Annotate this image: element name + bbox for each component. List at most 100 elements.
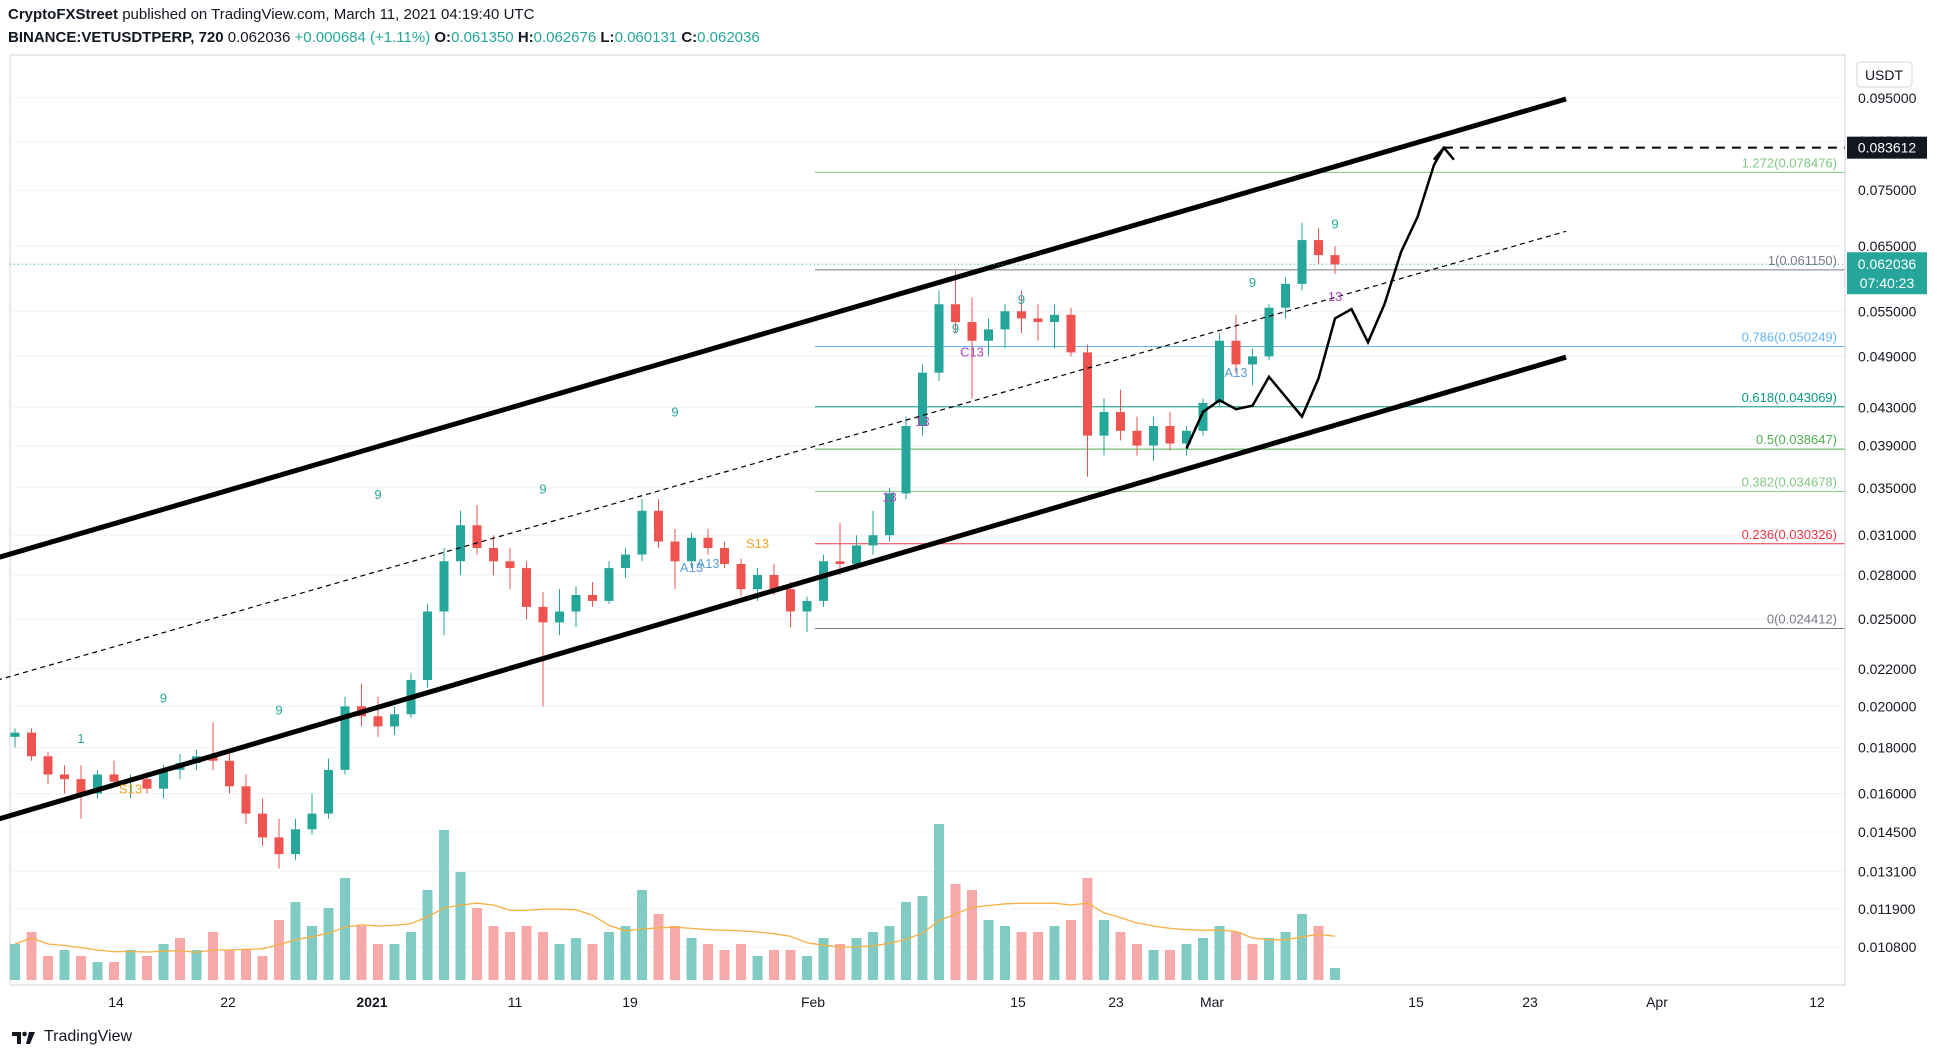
candle-body — [1165, 426, 1175, 444]
fib-label: 0.5(0.038647) — [1756, 432, 1837, 447]
volume-bar — [1033, 932, 1043, 980]
candle-body — [60, 774, 69, 780]
volume-bar — [983, 920, 994, 980]
last-price: 0.062036 — [227, 29, 291, 46]
fib-retracement[interactable]: 1.272(0.078476) 1(0.061150) 0.786(0.050249… — [815, 155, 1845, 630]
volume-bar — [323, 908, 334, 980]
volume-bar — [59, 950, 70, 980]
candle-body — [687, 537, 696, 562]
candle-body — [109, 774, 119, 782]
candle-body — [10, 732, 20, 737]
candle-body — [1116, 411, 1125, 431]
volume-bar — [1000, 926, 1010, 980]
candle-body — [786, 589, 795, 612]
ascending-channel[interactable] — [0, 96, 1845, 863]
td-label: A13 — [680, 560, 703, 575]
time-tick-label: 15 — [1408, 994, 1424, 1010]
candle-body — [274, 837, 284, 855]
fib-label: 0.236(0.030326) — [1742, 527, 1837, 542]
volume-bar — [719, 950, 730, 980]
candle-body — [390, 714, 399, 727]
last-price-badge — [1847, 252, 1927, 295]
candle-body — [1050, 314, 1059, 323]
price-tick-label: 0.018000 — [1858, 740, 1917, 756]
time-tick-label: Apr — [1646, 994, 1668, 1010]
volume-bar — [851, 938, 862, 980]
candle-body — [588, 594, 597, 601]
time-tick-label: 2021 — [356, 994, 387, 1010]
low-value: 0.060131 — [614, 29, 678, 46]
candles — [10, 222, 1340, 869]
tradingview-footer[interactable]: TradingView — [10, 1028, 132, 1046]
currency-badge[interactable]: USDT — [1856, 61, 1913, 88]
volume-bar — [307, 926, 317, 980]
volume-bar — [604, 932, 614, 980]
time-axis[interactable]: 14 22 2021 11 19 Feb 15 23 Mar 15 23 Apr 12 — [108, 994, 1825, 1010]
volume-bar — [224, 950, 235, 980]
projection-path[interactable] — [1185, 147, 1445, 450]
volume-bar — [1198, 938, 1208, 980]
open-label: O: — [434, 29, 452, 46]
volume-ma-line — [14, 902, 1336, 954]
candle-body — [159, 769, 168, 789]
volume-bar — [488, 926, 499, 980]
candle-body — [934, 304, 944, 373]
price-tick-label: 0.025000 — [1858, 611, 1917, 627]
close-value: 0.062036 — [697, 29, 760, 46]
volume-bar — [76, 956, 86, 980]
candle-body — [901, 426, 911, 494]
candle-body — [555, 611, 564, 623]
volume-bar — [274, 920, 284, 980]
plot-area — [9, 54, 1846, 986]
candle-body — [1182, 430, 1191, 444]
price-tick-label: 0.013100 — [1858, 864, 1917, 880]
candle-body — [27, 732, 36, 757]
fib-label: 0.786(0.050249) — [1742, 330, 1837, 345]
td-label: 9 — [1249, 275, 1256, 290]
td-label: A13 — [696, 556, 719, 571]
td-label: 1 — [77, 731, 84, 746]
target-price-label: 0.083612 — [1858, 140, 1917, 156]
time-tick-label: 22 — [220, 994, 236, 1010]
candle-body — [819, 561, 828, 601]
volume-bar — [637, 890, 647, 980]
candle-body — [489, 548, 498, 562]
candle-body — [753, 574, 762, 590]
candle-body — [670, 541, 680, 562]
volume-bar — [521, 926, 532, 980]
volume-bar — [587, 944, 598, 980]
price-tick-label: 0.028000 — [1858, 567, 1917, 583]
volume-bar — [670, 926, 680, 980]
price-axis[interactable]: 0.0950000.0850000.0750000.0650000.055000… — [1858, 90, 1917, 955]
ohlc-header: BINANCE:VETUSDTPERP, 720 0.062036 +0.000… — [8, 29, 760, 46]
countdown-label: 07:40:23 — [1860, 275, 1915, 291]
price-chart[interactable]: 1.272(0.078476) 1(0.061150) 0.786(0.050249… — [0, 0, 1937, 1025]
volume-bar — [967, 890, 977, 980]
volume-bar — [125, 950, 136, 980]
price-tick-label: 0.022000 — [1858, 661, 1917, 677]
channel-mid-line[interactable] — [0, 230, 1567, 722]
volume-bar — [26, 932, 37, 980]
candle-body — [225, 760, 234, 787]
volume-bar — [142, 956, 152, 980]
candle-body — [76, 779, 86, 794]
candle-body — [1314, 240, 1323, 256]
volume-bar — [785, 950, 796, 980]
channel-lower-line[interactable] — [0, 354, 1567, 863]
volume-bar — [389, 944, 400, 980]
candle-body — [522, 568, 531, 607]
volume-bar — [356, 926, 367, 980]
volume-bar — [439, 830, 449, 980]
high-value: 0.062676 — [533, 29, 597, 46]
channel-upper-line[interactable] — [0, 96, 1567, 601]
td-label: 13 — [915, 414, 929, 429]
volume-bar — [422, 890, 433, 980]
price-tick-label: 0.043000 — [1858, 399, 1917, 415]
candle-body — [918, 372, 927, 427]
price-tick-label: 0.065000 — [1858, 238, 1917, 254]
candle-body — [885, 493, 894, 536]
time-tick-label: 23 — [1522, 994, 1538, 1010]
publisher-name[interactable]: CryptoFXStreet — [8, 6, 119, 23]
last-price-label: 0.062036 — [1858, 256, 1917, 272]
